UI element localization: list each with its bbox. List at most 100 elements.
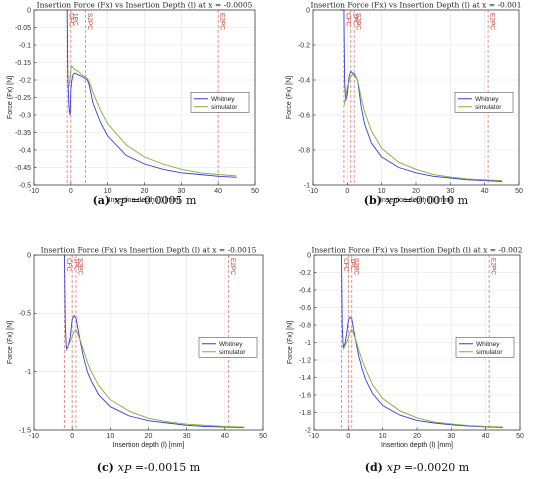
marker-label: E2PC xyxy=(229,258,236,275)
marker-label: 1PC xyxy=(73,258,80,271)
y-tick-label: 0 xyxy=(306,7,310,14)
marker-label: S2PC xyxy=(76,258,83,275)
y-tick-label: -0.35 xyxy=(15,130,31,137)
x-tick-label: 50 xyxy=(516,433,524,440)
y-tick-label: -0.6 xyxy=(299,305,311,312)
x-tick-label: 20 xyxy=(145,433,153,440)
x-axis-label: Insertion depth (l) [mm] xyxy=(109,197,181,204)
y-tick-label: -1 xyxy=(305,340,311,347)
y-axis-label: Force (Fx) [N] xyxy=(287,321,294,364)
caption-value: =-0.0020 m xyxy=(400,461,469,474)
x-tick-label: 30 xyxy=(447,433,455,440)
x-axis-label: Insertion depth (l) [mm] xyxy=(380,197,452,204)
caption-value: =-0.0005 m xyxy=(128,194,197,207)
x-tick-label: 10 xyxy=(378,188,386,195)
x-tick-label: 20 xyxy=(412,188,420,195)
x-tick-label: 0 xyxy=(69,188,73,195)
y-tick-label: -0.45 xyxy=(15,165,31,172)
chart-title: Insertion Force (Fx) vs Insertion Depth … xyxy=(37,1,253,10)
legend-label-whitney: Whitney xyxy=(475,96,499,103)
marker-label: 1PC xyxy=(349,258,356,271)
marker-label: CFC xyxy=(65,258,72,272)
legend-label-whitney: Whitney xyxy=(211,96,235,103)
y-tick-label: -0.25 xyxy=(15,95,31,102)
legend-label-whitney: Whitney xyxy=(476,341,500,348)
y-tick-label: -1 xyxy=(304,182,310,189)
x-tick-label: 50 xyxy=(515,188,523,195)
y-tick-label: -0.1 xyxy=(19,42,31,49)
y-tick-label: -1.2 xyxy=(299,357,311,364)
x-axis-label: Insertion depth (l) [mm] xyxy=(113,442,185,449)
x-tick-label: 30 xyxy=(177,188,185,195)
subfigure-caption: (a) xP =-0.0005 m xyxy=(93,194,197,209)
y-tick-label: -1.4 xyxy=(299,375,311,382)
x-axis-label: Insertion depth (l) [mm] xyxy=(381,442,453,449)
subfigure-caption: (c) xP =-0.0015 m xyxy=(97,461,201,476)
marker-label: CFC xyxy=(68,13,75,27)
x-tick-label: -10 xyxy=(29,433,39,440)
x-tick-label: 20 xyxy=(141,188,149,195)
x-tick-label: 0 xyxy=(70,433,74,440)
caption-value: =-0.0015 m xyxy=(131,461,200,474)
y-tick-label: -0.4 xyxy=(299,287,311,294)
y-tick-label: -1.5 xyxy=(19,427,31,434)
x-tick-label: -10 xyxy=(29,188,39,195)
y-tick-label: -0.3 xyxy=(19,112,31,119)
chart-title: Insertion Force (Fx) vs Insertion Depth … xyxy=(41,246,257,255)
y-tick-label: 0 xyxy=(307,252,311,259)
x-tick-label: 50 xyxy=(259,433,267,440)
marker-label: E2PC xyxy=(219,13,226,30)
x-tick-label: 40 xyxy=(221,433,229,440)
x-tick-label: 50 xyxy=(251,188,259,195)
y-axis-label: Force (Fx) [N] xyxy=(7,76,14,119)
series-line-simulator xyxy=(65,328,244,428)
legend-label-simulator: simulator xyxy=(219,349,246,356)
marker-label: E2PC xyxy=(489,13,496,30)
caption-letter: (a) xyxy=(93,194,114,207)
y-tick-label: -0.8 xyxy=(298,147,310,154)
marker-label: 1PC xyxy=(71,13,78,26)
y-tick-label: 0 xyxy=(27,7,31,14)
caption-subscript: P xyxy=(392,463,401,476)
y-tick-label: 0 xyxy=(27,252,31,259)
y-tick-label: -0.6 xyxy=(298,112,310,119)
marker-label: S2PC xyxy=(352,258,359,275)
legend-label-simulator: simulator xyxy=(211,104,238,111)
series-line-simulator xyxy=(343,72,502,182)
y-tick-label: -0.2 xyxy=(299,270,311,277)
chart-title: Insertion Force (Fx) vs Insertion Depth … xyxy=(311,1,522,10)
series-line-simulator xyxy=(342,328,503,428)
caption-variable: x xyxy=(114,194,121,207)
series-line-whitney xyxy=(64,254,244,429)
y-tick-label: -2 xyxy=(305,427,311,434)
y-tick-label: -0.2 xyxy=(298,42,310,49)
legend-label-simulator: simulator xyxy=(476,349,503,356)
y-tick-label: -0.4 xyxy=(19,147,31,154)
marker-label: S2PC xyxy=(86,13,93,30)
caption-variable: x xyxy=(386,194,393,207)
caption-variable: x xyxy=(387,461,394,474)
y-tick-label: -1.8 xyxy=(299,410,311,417)
marker-label: CFC xyxy=(342,258,349,272)
x-tick-label: 0 xyxy=(345,188,349,195)
y-tick-label: -1.6 xyxy=(299,392,311,399)
y-tick-label: -1 xyxy=(25,369,31,376)
marker-label: CFC xyxy=(344,13,351,27)
x-tick-label: 10 xyxy=(104,188,112,195)
series-line-whitney xyxy=(341,254,503,428)
caption-letter: (b) xyxy=(364,194,386,207)
chart-title: Insertion Force (Fx) vs Insertion Depth … xyxy=(312,246,523,255)
x-tick-label: -10 xyxy=(308,188,318,195)
y-tick-label: -0.05 xyxy=(15,25,31,32)
caption-subscript: P xyxy=(391,196,400,209)
caption-value: =-0.0010 m xyxy=(399,194,468,207)
x-tick-label: 20 xyxy=(413,433,421,440)
y-tick-label: -0.5 xyxy=(19,182,31,189)
series-line-whitney xyxy=(340,9,502,182)
marker-label: 1PC xyxy=(351,13,358,26)
caption-letter: (d) xyxy=(365,461,387,474)
